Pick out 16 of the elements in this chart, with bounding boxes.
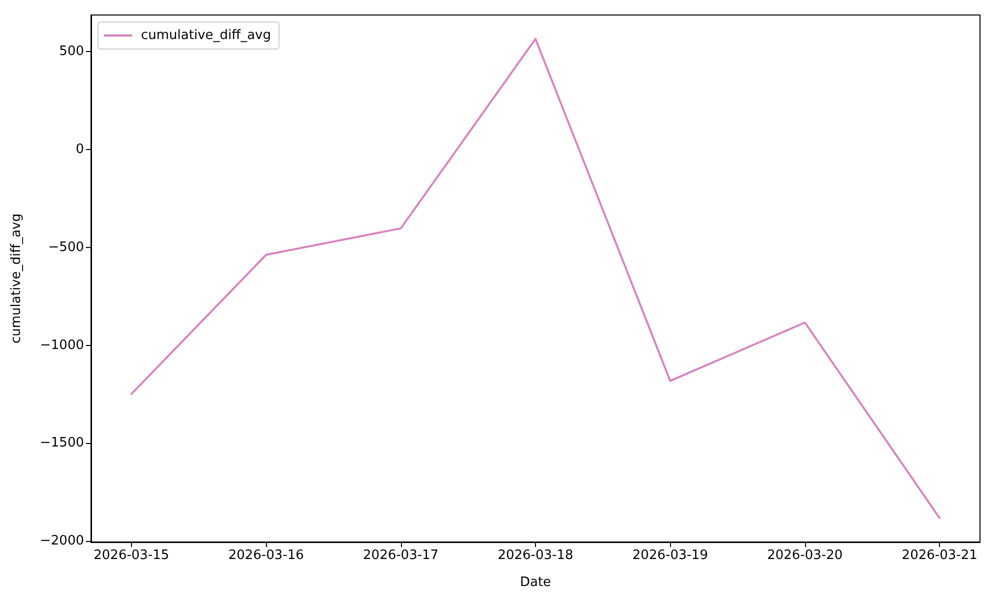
y-tick-label: −2000 bbox=[40, 534, 84, 549]
x-tick-label: 2026-03-18 bbox=[498, 548, 574, 563]
x-tick-label: 2026-03-17 bbox=[363, 548, 439, 563]
x-tick-label: 2026-03-15 bbox=[94, 548, 170, 563]
x-tick-label: 2026-03-16 bbox=[228, 548, 304, 563]
x-axis-title: Date bbox=[520, 575, 552, 590]
y-axis-title: cumulative_diff_avg bbox=[9, 214, 24, 344]
y-tick-label: 0 bbox=[76, 142, 84, 157]
x-tick-label: 2026-03-21 bbox=[902, 548, 978, 563]
y-tick-label: −1000 bbox=[40, 338, 84, 353]
y-tick-label: −1500 bbox=[40, 436, 84, 451]
legend-label: cumulative_diff_avg bbox=[141, 28, 271, 43]
x-tick-label: 2026-03-19 bbox=[632, 548, 708, 563]
y-tick-label: −500 bbox=[48, 240, 84, 255]
y-tick-label: 500 bbox=[59, 44, 84, 60]
x-tick-label: 2026-03-20 bbox=[767, 548, 843, 563]
